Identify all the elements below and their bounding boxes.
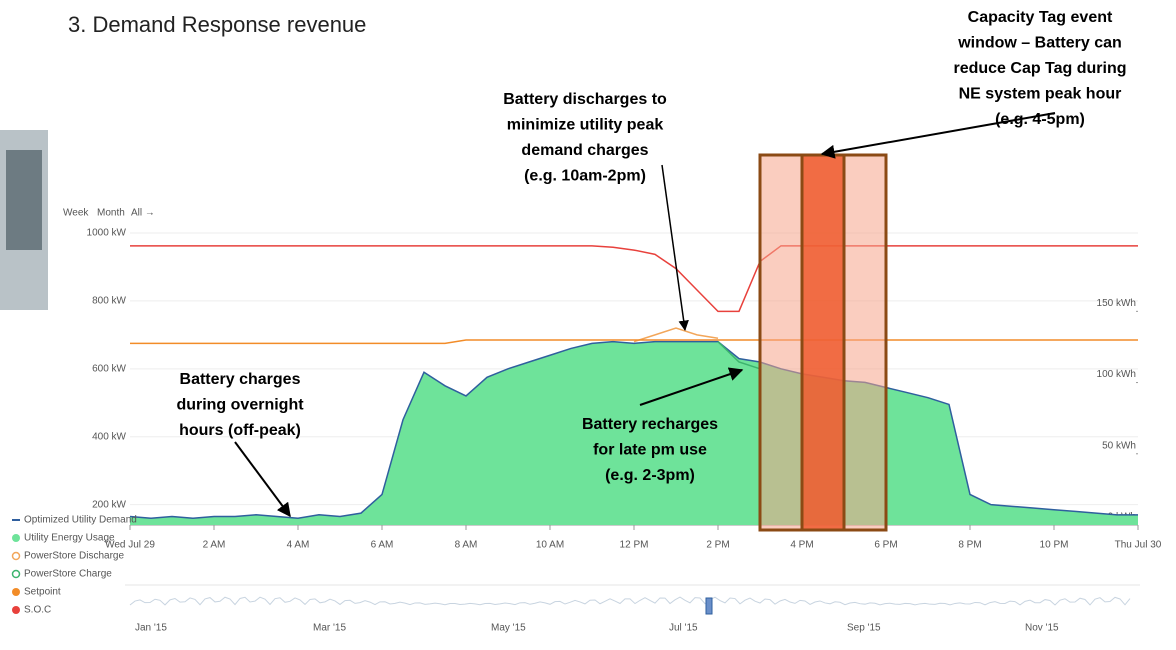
legend-symbol	[11, 569, 21, 579]
legend-label[interactable]: S.O.C	[24, 605, 51, 616]
x-tick-label: Wed Jul 29	[105, 540, 155, 551]
line	[130, 245, 1138, 313]
range-button[interactable]: All →	[131, 208, 155, 219]
line	[130, 339, 1138, 345]
peak-hour	[800, 153, 846, 532]
y-tick-label: 200 kW	[92, 499, 126, 510]
x-tick-label: 10 AM	[536, 540, 564, 551]
y2-tick-label: 150 kWh	[1097, 298, 1136, 309]
x-tick-label: 2 PM	[706, 540, 729, 551]
line	[129, 340, 1138, 519]
navigator-line	[129, 596, 1131, 606]
laptop-screen	[6, 150, 42, 250]
legend-label[interactable]: Optimized Utility Demand	[24, 515, 137, 526]
annotation: Battery charges	[180, 371, 301, 388]
y2-tick-label: 50 kWh	[1102, 440, 1136, 451]
legend-symbol	[12, 534, 20, 542]
legend-label[interactable]: Setpoint	[24, 587, 61, 598]
x-tick-label: 6 AM	[371, 540, 394, 551]
range-button[interactable]: Week	[63, 208, 89, 219]
x-tick-label: 8 AM	[455, 540, 478, 551]
navigator-label: Jul '15	[669, 623, 698, 634]
legend-symbol	[12, 588, 20, 596]
navigator-handle[interactable]	[705, 597, 713, 615]
x-tick-label: Thu Jul 30	[1115, 540, 1162, 551]
navigator-label: Jan '15	[135, 623, 167, 634]
x-tick-label: 2 AM	[203, 540, 226, 551]
arrow	[234, 441, 291, 518]
annotation: (e.g. 2-3pm)	[605, 467, 695, 484]
annotation: minimize utility peak	[507, 117, 664, 134]
x-tick-label: 10 PM	[1040, 540, 1069, 551]
navigator-label: Nov '15	[1025, 623, 1059, 634]
line	[633, 327, 719, 343]
annotation: (e.g. 10am-2pm)	[524, 168, 646, 185]
annotation: reduce Cap Tag during	[953, 60, 1126, 77]
navigator-label: May '15	[491, 623, 526, 634]
x-tick-label: 8 PM	[958, 540, 981, 551]
x-tick-label: 6 PM	[874, 540, 897, 551]
navigator-label: Sep '15	[847, 623, 881, 634]
y-tick-label: 1000 kW	[87, 228, 127, 239]
arrow	[639, 367, 744, 406]
line	[717, 341, 761, 370]
legend-symbol	[12, 606, 20, 614]
heading: 3. Demand Response revenue	[68, 12, 366, 37]
y-tick-label: 800 kW	[92, 296, 126, 307]
annotation: hours (off-peak)	[179, 422, 301, 439]
annotation: Capacity Tag event	[968, 9, 1113, 26]
x-tick-label: 12 PM	[620, 540, 649, 551]
annotation: Battery recharges	[582, 416, 718, 433]
legend-label[interactable]: PowerStore Charge	[24, 569, 112, 580]
y-tick-label: 600 kW	[92, 363, 126, 374]
annotation: during overnight	[176, 397, 304, 414]
navigator-label: Mar '15	[313, 623, 346, 634]
arrow	[820, 112, 1056, 159]
range-button[interactable]: Month	[97, 208, 125, 219]
annotation: (e.g. 4-5pm)	[995, 111, 1085, 128]
x-tick-label: 4 AM	[287, 540, 310, 551]
overlays: Capacity Tag event window – Battery can re…	[176, 9, 1127, 532]
legend-label[interactable]: Utility Energy Usage	[24, 533, 115, 544]
annotation: demand charges	[521, 142, 648, 159]
y-tick-label: 400 kW	[92, 431, 126, 442]
annotation: for late pm use	[593, 442, 707, 459]
legend-symbol	[11, 551, 21, 561]
annotation: window – Battery can	[957, 35, 1122, 52]
annotation: NE system peak hour	[959, 86, 1122, 103]
x-tick-label: 4 PM	[790, 540, 813, 551]
legend-label[interactable]: PowerStore Discharge	[24, 551, 124, 562]
y2-tick-label: 100 kWh	[1097, 369, 1136, 380]
annotation: Battery discharges to	[503, 91, 667, 108]
arrow	[661, 164, 689, 332]
